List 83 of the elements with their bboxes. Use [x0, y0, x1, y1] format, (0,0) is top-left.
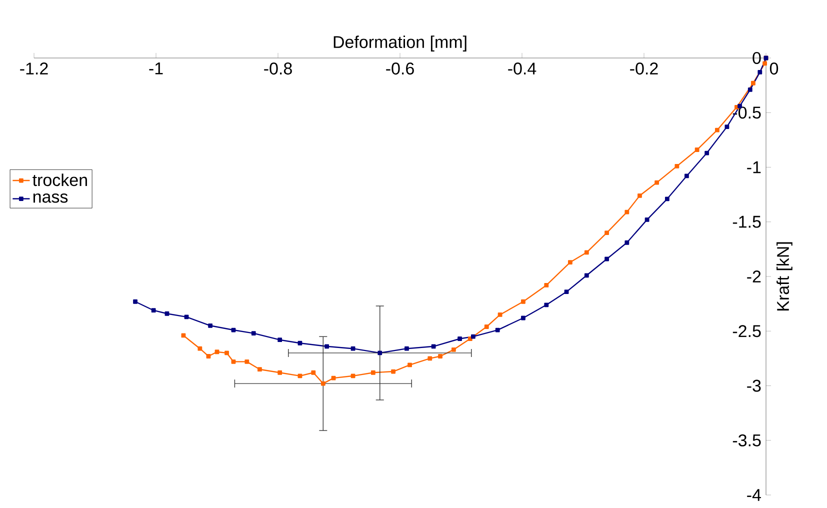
- point: [654, 180, 660, 185]
- point: [298, 340, 302, 346]
- point: [251, 331, 256, 336]
- point: [638, 193, 642, 198]
- point: [198, 346, 202, 351]
- x-tick-label: -1.2: [20, 62, 48, 74]
- y-tick-label: -1: [747, 161, 761, 174]
- point: [224, 350, 229, 356]
- point: [484, 324, 489, 329]
- point: [724, 124, 730, 130]
- point: [584, 250, 589, 255]
- point: [584, 273, 589, 278]
- point: [644, 217, 650, 222]
- point: [521, 299, 526, 304]
- point: [498, 312, 502, 317]
- x-tick-label: -0.6: [386, 62, 414, 75]
- y-tick-label: -2: [747, 270, 761, 282]
- point: [258, 367, 262, 372]
- point: [184, 314, 189, 320]
- point: [324, 344, 330, 349]
- point: [748, 87, 752, 92]
- point: [451, 347, 456, 352]
- x-tick-label: -0.4: [508, 62, 536, 75]
- point: [544, 302, 549, 308]
- y-tick-label: -2.5: [732, 325, 761, 338]
- point: [604, 256, 609, 262]
- point: [762, 61, 767, 66]
- x-tick-label: 0: [770, 62, 778, 75]
- point: [431, 344, 436, 349]
- point: [404, 346, 409, 351]
- point: [544, 283, 549, 288]
- point: [164, 311, 170, 316]
- point: [208, 323, 212, 328]
- point: [320, 381, 326, 386]
- point: [468, 336, 472, 341]
- y-tick-label: -1.5: [732, 216, 761, 228]
- point: [278, 370, 282, 375]
- legend-label: nass: [33, 193, 68, 203]
- point: [624, 210, 630, 214]
- y-axis-title: Kraft [kN]: [776, 242, 792, 311]
- point: [624, 240, 630, 245]
- point: [278, 338, 282, 342]
- point: [438, 354, 442, 358]
- point: [214, 350, 220, 354]
- point: [378, 350, 382, 356]
- point: [521, 316, 526, 320]
- x-tick-label: -1: [149, 62, 163, 74]
- y-tick-label: -3.5: [732, 434, 761, 446]
- x-tick-label: -0.2: [630, 62, 658, 75]
- x-axis-title: Deformation [mm]: [334, 36, 466, 52]
- point: [458, 336, 462, 341]
- point: [231, 360, 236, 364]
- y-tick-label: -4: [747, 489, 761, 501]
- point: [664, 196, 670, 202]
- point: [331, 376, 336, 380]
- point: [133, 299, 138, 304]
- point: [758, 70, 762, 74]
- point: [298, 374, 302, 378]
- point: [604, 230, 609, 235]
- point: [684, 174, 689, 178]
- point: [674, 164, 680, 168]
- point: [206, 354, 211, 358]
- y-tick-label: -3: [747, 380, 761, 392]
- point: [495, 328, 500, 332]
- point: [694, 148, 700, 152]
- point: [370, 370, 376, 375]
- legend-label: trocken: [32, 174, 87, 186]
- point: [350, 374, 356, 378]
- point: [391, 369, 396, 374]
- point: [564, 290, 569, 294]
- point: [350, 346, 356, 351]
- point: [428, 356, 432, 361]
- y-tick-label: 0: [752, 52, 761, 64]
- point: [244, 360, 250, 364]
- point: [311, 370, 316, 375]
- point: [151, 308, 156, 313]
- point: [408, 362, 412, 368]
- point: [471, 334, 476, 339]
- x-tick-label: -0.8: [264, 62, 292, 75]
- point: [568, 260, 572, 264]
- point: [750, 80, 756, 86]
- point: [704, 150, 710, 156]
- point: [715, 128, 720, 132]
